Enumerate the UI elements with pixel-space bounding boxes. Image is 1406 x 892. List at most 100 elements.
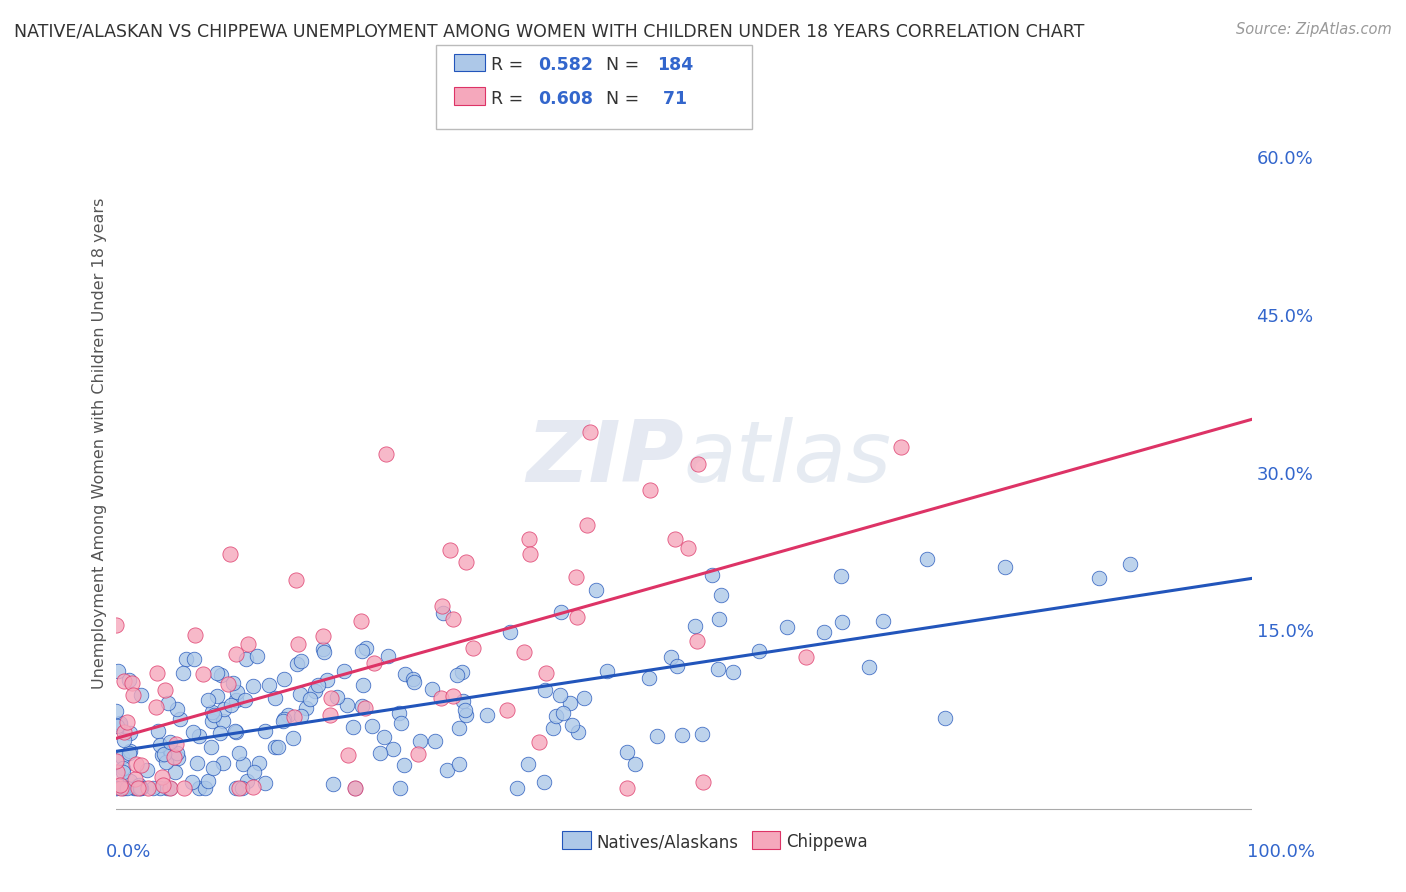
Point (193, 781, 215, 796)
Point (373, 731, 395, 745)
Point (110, 716, 132, 731)
Point (456, 708, 478, 723)
Point (165, 764, 187, 779)
Point (173, 781, 195, 796)
Point (172, 666, 194, 681)
Point (409, 733, 432, 747)
Point (499, 624, 522, 639)
Point (197, 693, 219, 707)
Point (638, 671, 661, 685)
Point (616, 781, 638, 796)
Point (263, 739, 285, 754)
Point (429, 690, 451, 705)
Point (519, 547, 541, 561)
Point (830, 569, 852, 583)
Point (200, 740, 222, 755)
Point (915, 551, 938, 566)
Point (112, 725, 135, 739)
Point (377, 649, 399, 664)
Point (277, 707, 299, 722)
Point (671, 728, 693, 742)
Point (155, 756, 177, 770)
Point (513, 645, 536, 659)
Point (432, 606, 454, 620)
Point (890, 440, 912, 454)
Point (115, 715, 138, 730)
Point (659, 650, 682, 665)
Point (281, 731, 304, 746)
Point (304, 684, 326, 698)
Point (692, 775, 714, 789)
Point (127, 781, 149, 796)
Point (298, 692, 321, 706)
Text: 0.0%: 0.0% (105, 843, 150, 861)
Text: Chippewa: Chippewa (786, 833, 868, 851)
Point (527, 735, 550, 749)
Point (290, 709, 312, 723)
Point (425, 734, 447, 748)
Point (201, 705, 224, 719)
Point (516, 757, 538, 772)
Text: 100.0%: 100.0% (1247, 843, 1315, 861)
Point (831, 615, 853, 629)
Text: NATIVE/ALASKAN VS CHIPPEWA UNEMPLOYMENT AMONG WOMEN WITH CHILDREN UNDER 18 YEARS: NATIVE/ALASKAN VS CHIPPEWA UNEMPLOYMENT … (14, 22, 1084, 40)
Point (124, 772, 146, 786)
Point (353, 701, 375, 715)
Point (201, 761, 224, 775)
Point (236, 774, 259, 789)
Point (118, 746, 141, 760)
Point (167, 751, 190, 765)
Point (858, 660, 880, 674)
Point (533, 682, 555, 697)
Point (436, 763, 458, 777)
Point (312, 629, 335, 643)
Point (363, 656, 385, 670)
Point (225, 725, 247, 739)
Point (748, 644, 770, 658)
Point (205, 666, 228, 681)
Point (553, 706, 575, 720)
Point (128, 778, 150, 792)
Point (934, 711, 956, 725)
Point (118, 673, 141, 687)
Point (321, 690, 343, 705)
Point (156, 697, 179, 711)
Point (188, 781, 211, 796)
Point (152, 778, 174, 792)
Point (242, 764, 264, 779)
Point (110, 781, 132, 796)
Point (441, 612, 464, 626)
Point (664, 532, 686, 546)
Point (565, 570, 588, 584)
Point (475, 707, 498, 722)
Point (136, 781, 159, 796)
Point (721, 665, 744, 679)
Point (125, 781, 148, 796)
Text: 71: 71 (657, 90, 686, 108)
Point (219, 547, 242, 561)
Point (111, 781, 134, 796)
Point (456, 556, 478, 570)
Text: atlas: atlas (683, 417, 891, 500)
Point (152, 770, 174, 784)
Point (872, 614, 894, 628)
Point (152, 747, 174, 761)
Text: 0.582: 0.582 (538, 56, 593, 74)
Point (184, 628, 207, 642)
Point (202, 707, 225, 722)
Point (450, 665, 472, 679)
Point (145, 700, 167, 714)
Point (222, 676, 245, 690)
Point (368, 746, 391, 760)
Point (165, 737, 187, 751)
Point (283, 710, 305, 724)
Point (1119, 558, 1142, 572)
Point (463, 641, 485, 656)
Point (344, 781, 367, 796)
Point (150, 747, 173, 762)
Point (159, 781, 181, 796)
Point (707, 612, 730, 626)
Point (108, 718, 131, 732)
Point (319, 708, 342, 723)
Point (159, 734, 181, 748)
